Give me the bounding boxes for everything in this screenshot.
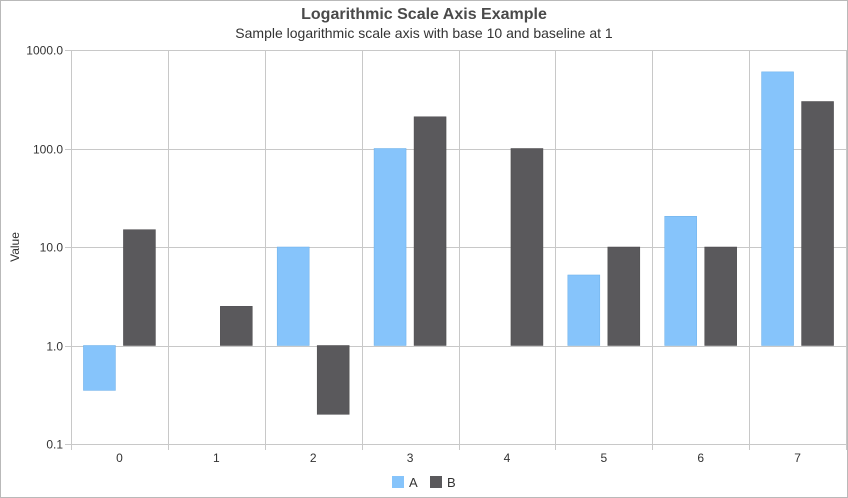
- bar-b: [801, 101, 834, 346]
- x-tick-label: 7: [794, 451, 801, 465]
- bar-b: [123, 229, 156, 346]
- x-tick-label: 3: [407, 451, 414, 465]
- bar-b: [316, 345, 350, 415]
- bar-b: [704, 246, 737, 346]
- y-tick-label: 0.1: [46, 438, 63, 452]
- bar-a: [276, 246, 310, 346]
- chart-subtitle: Sample logarithmic scale axis with base …: [235, 25, 613, 41]
- legend-label-b: B: [447, 475, 456, 490]
- y-tick-label: 10.0: [40, 241, 64, 255]
- bar-a: [761, 71, 794, 346]
- axis-layer: 0.1 1.0 10.0 100.0 1000.0 Value 0 1 2 3 4 5 6 7: [8, 44, 801, 466]
- bar-b: [607, 246, 641, 346]
- x-tick-label: 2: [310, 451, 317, 465]
- bar-a: [567, 274, 601, 346]
- legend-swatch-b: [430, 476, 442, 488]
- x-tick-label: 0: [116, 451, 123, 465]
- y-tick-label: 1000.0: [26, 44, 63, 58]
- bar-b: [413, 116, 447, 346]
- y-axis-title: Value: [8, 232, 22, 262]
- legend-swatch-a: [392, 476, 404, 488]
- y-tick-label: 100.0: [33, 143, 63, 157]
- x-tick-label: 1: [213, 451, 220, 465]
- legend-label-a: A: [409, 475, 418, 490]
- bar-a: [83, 345, 116, 391]
- bar-b: [220, 306, 253, 346]
- y-tick-label: 1.0: [46, 340, 63, 354]
- bar-layer: [83, 71, 834, 415]
- x-tick-label: 6: [697, 451, 704, 465]
- bar-b: [510, 148, 544, 346]
- x-tick-label: 5: [600, 451, 607, 465]
- bar-a: [373, 148, 407, 346]
- grid-layer: [65, 50, 847, 450]
- chart-title: Logarithmic Scale Axis Example: [301, 6, 547, 23]
- bar-a: [664, 216, 697, 346]
- x-tick-label: 4: [504, 451, 511, 465]
